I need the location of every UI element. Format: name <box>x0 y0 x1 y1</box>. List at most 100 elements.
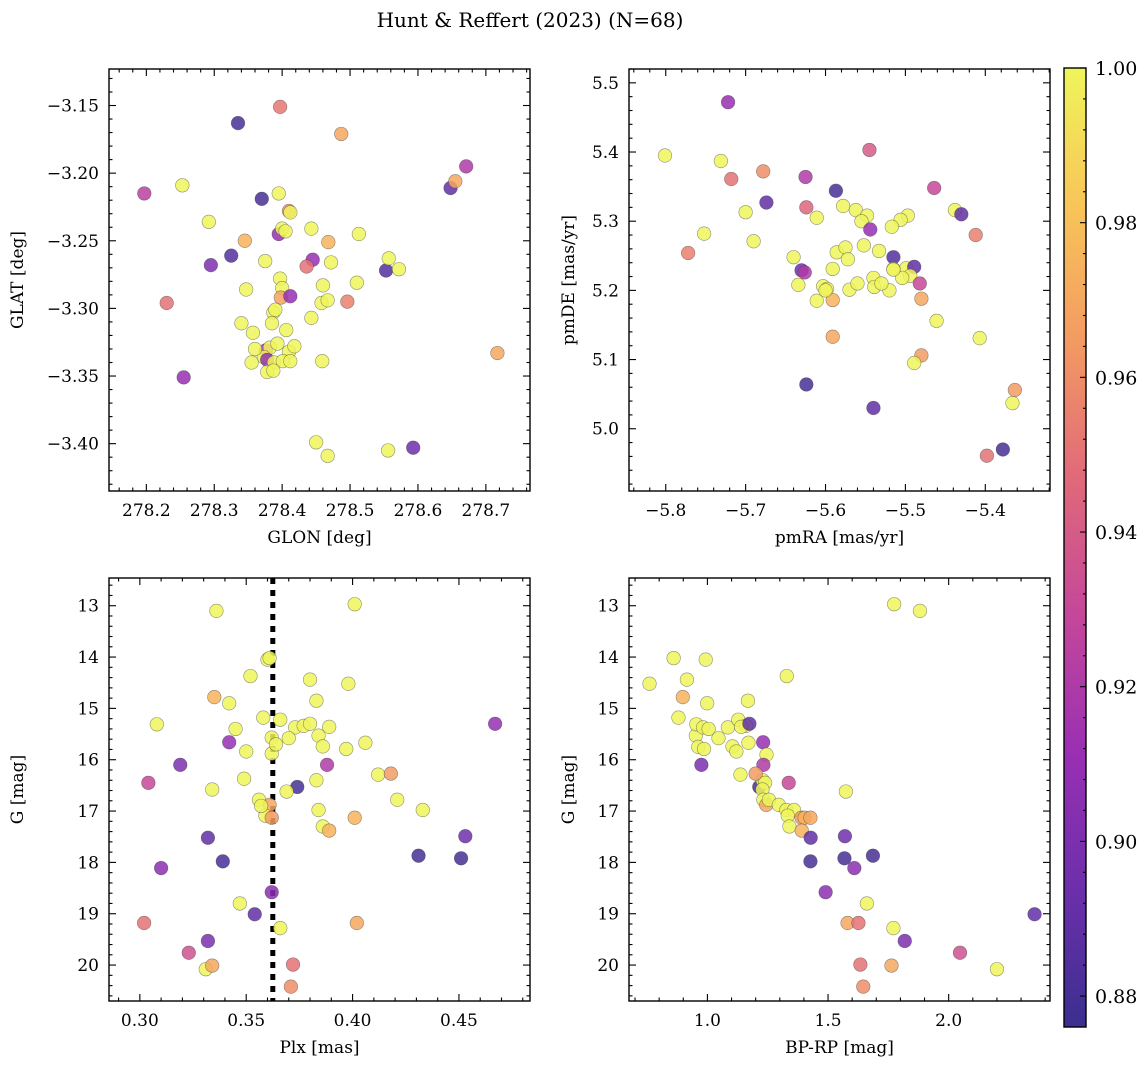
data-point <box>215 854 230 869</box>
data-point <box>309 693 324 708</box>
data-point <box>886 262 901 277</box>
data-point <box>239 744 254 759</box>
y-tick-label: 5.4 <box>592 143 619 163</box>
y-tick-label: 15 <box>597 699 619 719</box>
data-point <box>809 210 824 225</box>
data-point <box>698 652 713 667</box>
data-point <box>311 802 326 818</box>
data-point <box>856 979 871 994</box>
x-axis-label: Plx [mas] <box>279 1038 359 1058</box>
data-point <box>264 316 280 331</box>
data-point <box>835 198 851 214</box>
data-point <box>746 234 761 249</box>
data-point <box>871 243 887 259</box>
y-tick-label: −3.15 <box>47 97 99 117</box>
data-point <box>181 945 196 960</box>
data-point <box>907 355 922 371</box>
data-point <box>209 603 224 618</box>
data-point <box>315 354 330 369</box>
data-point <box>149 717 164 732</box>
y-tick-label: 20 <box>597 956 619 976</box>
data-point <box>700 696 715 711</box>
data-point <box>256 710 271 725</box>
y-axis-label: GLAT [deg] <box>8 231 28 329</box>
y-tick-label: 5.3 <box>592 212 619 232</box>
data-point <box>989 962 1005 977</box>
data-point <box>173 757 188 772</box>
data-point <box>837 829 853 844</box>
y-axis-label: pmDE [mas/yr] <box>559 215 579 345</box>
x-tick-label: 0.40 <box>334 1011 372 1031</box>
data-point <box>283 354 298 369</box>
data-point <box>200 830 216 845</box>
data-point <box>302 672 318 687</box>
data-point <box>247 341 263 357</box>
data-point <box>254 798 269 814</box>
data-point <box>380 443 396 458</box>
data-point <box>243 668 258 684</box>
data-point <box>979 448 994 463</box>
data-point <box>799 377 814 392</box>
x-tick-label: −5.8 <box>645 501 686 521</box>
data-point <box>302 716 318 731</box>
data-point <box>884 958 899 973</box>
data-point <box>742 716 757 731</box>
x-tick-label: 0.30 <box>121 1011 159 1031</box>
x-tick-label: 0.45 <box>440 1011 478 1031</box>
data-point <box>825 292 840 308</box>
data-point <box>713 153 728 169</box>
x-tick-label: 278.2 <box>122 501 171 521</box>
data-point <box>222 735 237 750</box>
data-point <box>803 810 818 825</box>
x-tick-label: −5.7 <box>725 501 766 521</box>
data-point <box>175 178 190 193</box>
data-point <box>323 255 339 270</box>
x-tick-label: 278.4 <box>258 501 307 521</box>
data-point <box>897 933 912 949</box>
y-tick-label: 19 <box>597 905 619 925</box>
data-point <box>968 227 983 243</box>
data-point <box>701 721 716 737</box>
data-point <box>675 689 690 705</box>
data-point <box>779 668 794 684</box>
data-point <box>347 810 362 825</box>
data-point <box>756 735 771 750</box>
data-point <box>176 370 191 385</box>
y-tick-label: 17 <box>77 802 99 822</box>
y-tick-label: 14 <box>597 648 619 668</box>
data-point <box>334 126 349 142</box>
y-tick-label: −3.20 <box>47 164 99 184</box>
data-point <box>283 289 298 304</box>
data-point <box>245 325 261 340</box>
data-point <box>309 435 324 450</box>
colorbar-tick-label: 0.92 <box>1095 677 1137 699</box>
data-point <box>666 650 681 666</box>
data-point <box>838 240 853 255</box>
data-point <box>1027 907 1042 922</box>
y-tick-label: 5.1 <box>592 351 619 371</box>
data-point <box>854 214 869 229</box>
scatter-points <box>137 597 503 994</box>
data-point <box>954 207 969 222</box>
data-point <box>786 250 801 265</box>
axes-frame <box>628 68 1051 492</box>
axes-frame <box>108 68 531 492</box>
data-point <box>141 775 156 790</box>
data-point <box>283 979 298 994</box>
data-point <box>741 735 756 750</box>
data-point <box>154 860 169 876</box>
data-point <box>273 99 288 114</box>
colorbar-frame <box>1063 67 1087 1028</box>
data-point <box>279 784 294 799</box>
data-point <box>264 885 279 900</box>
data-point <box>825 329 840 344</box>
data-point <box>927 180 942 196</box>
data-point <box>239 282 254 297</box>
data-point <box>322 823 337 838</box>
data-point <box>1007 382 1022 398</box>
data-point <box>270 336 285 351</box>
data-point <box>711 731 726 746</box>
data-point <box>299 259 314 274</box>
data-point <box>914 291 929 306</box>
data-point <box>448 174 463 189</box>
